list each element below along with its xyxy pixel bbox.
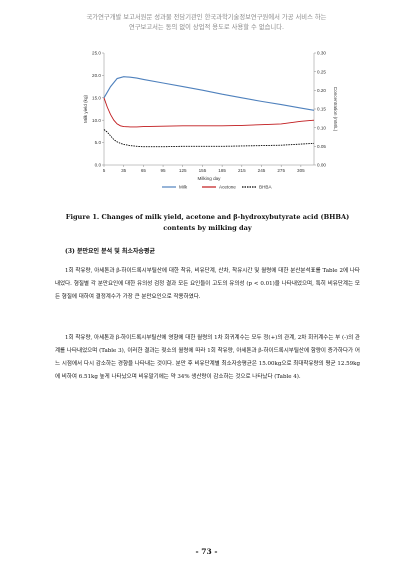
y-left-tick-label: 20.0 (92, 73, 101, 78)
y-right-tick-label: 0.05 (317, 144, 326, 149)
y-left-axis-label: Milk yield (kg) (83, 94, 88, 123)
paragraph-2: 1회 착유량, 아세톤과 β-하이드록시부틸산에 영향에 대한 월령의 1차 회… (55, 335, 360, 380)
series-line-bhba (103, 129, 315, 148)
x-tick-label: 185 (218, 168, 226, 173)
y-right-tick-label: 0.25 (317, 69, 326, 74)
watermark-line-1: 국가연구개발 보고서원문 성과물 전담기관인 한국과학기술정보연구원에서 가공 … (86, 14, 327, 21)
legend-label-milk: Milk (179, 185, 188, 190)
section-heading: (3) 분만요인 분석 및 최소자승평균 (65, 248, 155, 255)
y-left-tick-label: 15.0 (92, 95, 101, 100)
paragraph-1: 1회 착유량, 아세톤과 β-하이드록시부틸산에 대한 착유, 비유단계, 산차… (55, 268, 360, 300)
y-right-tick-label: 0.30 (317, 51, 326, 56)
y-left-tick-label: 10.0 (92, 118, 101, 123)
x-tick-label: 5 (103, 168, 106, 173)
chart-legend: Milk Acetone BHBA (162, 185, 272, 190)
milk-acetone-bhba-chart: 0.0 5.0 10.0 15.0 20.0 25.0 0.00 0.05 0.10 0.15 0.… (83, 51, 338, 190)
chart-labels: 0.0 5.0 10.0 15.0 20.0 25.0 0.00 0.05 0.10 0.15 0.… (83, 51, 338, 181)
x-tick-label: 35 (121, 168, 127, 173)
series-line-acetone (103, 97, 315, 128)
page-number: - 73 - (195, 547, 218, 556)
y-right-tick-label: 0.00 (317, 163, 326, 168)
x-tick-label: 275 (277, 168, 285, 173)
series-line-milk (103, 76, 315, 111)
x-tick-label: 95 (161, 168, 167, 173)
y-left-tick-label: 25.0 (92, 51, 101, 56)
y-right-axis-label: Concentration (mM/L) (333, 87, 338, 132)
y-left-tick-label: 0.0 (95, 163, 102, 168)
x-tick-label: 65 (141, 168, 147, 173)
chart-axes (102, 52, 316, 167)
y-left-tick-label: 5.0 (95, 140, 102, 145)
y-right-tick-label: 0.20 (317, 88, 326, 93)
legend-label-bhba: BHBA (259, 185, 272, 190)
watermark-line-2: 연구보고서는 동의 없이 상업적 용도로 사용할 수 없습니다. (128, 24, 285, 31)
x-axis-label: Milking day (198, 176, 222, 181)
chart-series (103, 76, 315, 148)
legend-label-acetone: Acetone (219, 185, 236, 190)
x-tick-label: 305 (297, 168, 305, 173)
x-tick-label: 155 (199, 168, 207, 173)
x-tick-label: 125 (179, 168, 187, 173)
x-tick-label: 215 (238, 168, 246, 173)
x-tick-label: 245 (258, 168, 266, 173)
y-right-tick-label: 0.15 (317, 107, 326, 112)
figure-caption: Figure 1. Changes of milk yield, acetone… (65, 213, 350, 232)
y-right-tick-label: 0.10 (317, 125, 326, 130)
